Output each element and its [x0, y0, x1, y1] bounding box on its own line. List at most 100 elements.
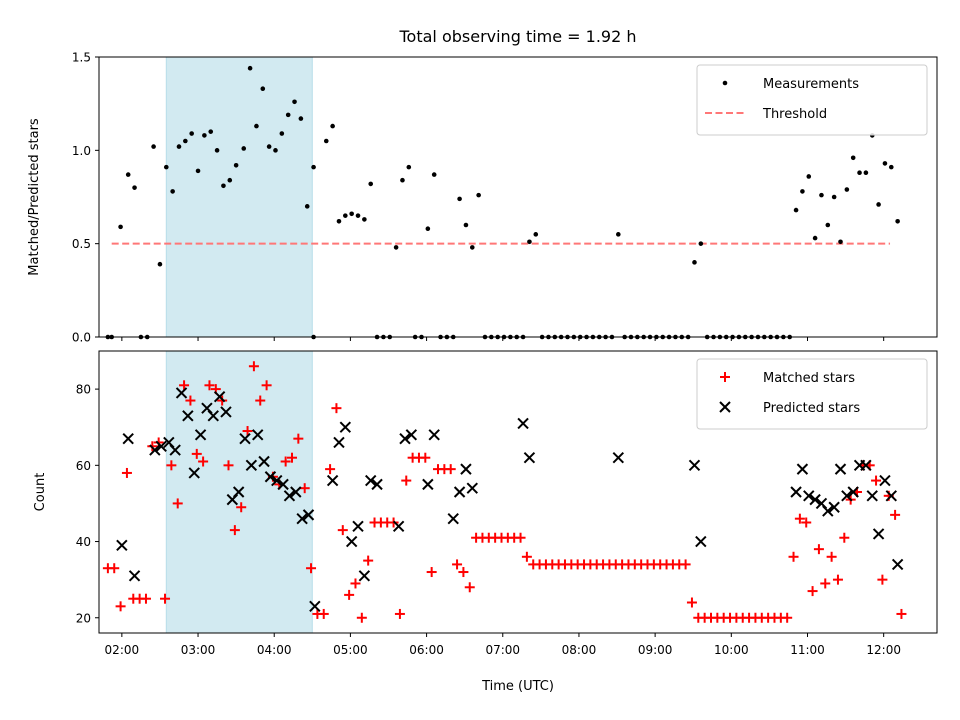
matched-star-point [179, 380, 190, 391]
measurement-point [850, 155, 856, 161]
y-tick-label: 0.5 [72, 237, 91, 251]
legend: Matched stars Predicted stars [696, 358, 928, 430]
legend-label: Measurements [763, 77, 859, 92]
matched-star-point [686, 597, 697, 608]
measurement-point [368, 181, 374, 187]
x-tick-label: 12:00 [866, 643, 901, 657]
predicted-star-point [847, 486, 859, 498]
y-tick-label: 80 [76, 383, 91, 397]
measurement-point [214, 148, 220, 153]
predicted-star-point [283, 490, 296, 502]
matched-star-point [223, 460, 234, 471]
predicted-star-point [879, 474, 891, 487]
measurement-point [176, 144, 182, 149]
matched-star-point [236, 502, 247, 513]
predicted-star-point [245, 459, 258, 472]
matched-star-point [464, 582, 475, 593]
measurement-point [819, 192, 824, 198]
matched-star-point [299, 483, 310, 494]
plot-frame [98, 350, 938, 634]
measurement-point [202, 133, 207, 138]
measurement-point [431, 172, 437, 177]
matched-star-point [286, 452, 297, 463]
measurement-point [844, 187, 850, 192]
measurement-point [285, 112, 291, 118]
measurement-point [888, 164, 894, 170]
matched-star-point [293, 433, 304, 444]
predicted-star-point [358, 570, 371, 582]
predicted-star-point [239, 432, 251, 445]
predicted-star-point [841, 490, 853, 502]
matched-star-point [445, 464, 456, 475]
legend-label: Matched stars [763, 371, 855, 386]
y-tick-label: 0.0 [72, 331, 91, 345]
matched-star-point [839, 532, 850, 543]
matched-star-point [325, 464, 336, 475]
matched-star-point [788, 551, 799, 562]
measurement-point [195, 168, 201, 174]
measurement-point [132, 185, 137, 190]
measurement-point [825, 222, 831, 228]
measurement-point [469, 245, 475, 250]
top-panel: 0.0 0.5 1.0 1.5 Matched/Predicted stars Measu… [27, 51, 938, 345]
y-tick-label: 1.5 [72, 51, 91, 65]
y-tick-label: 60 [76, 459, 91, 473]
legend: Measurements Threshold [696, 64, 928, 136]
matched-star-point [826, 551, 837, 562]
predicted-star-point [885, 490, 897, 502]
measurement-point [170, 189, 175, 194]
matched-star-point [242, 426, 253, 437]
measurement-point [157, 261, 163, 267]
predicted-star-point [796, 463, 809, 475]
measurement-point [233, 162, 239, 168]
x-tick-label: 06:00 [409, 643, 444, 657]
predicted-star-point [872, 528, 885, 540]
measurement-point [400, 177, 405, 183]
predicted-star-point [264, 471, 277, 483]
measurement-point [323, 138, 329, 144]
measurement-point [425, 226, 431, 232]
x-tick-label: 07:00 [485, 643, 520, 657]
predicted-star-point [182, 410, 194, 422]
measurement-point [311, 164, 316, 170]
measurement-point [292, 99, 297, 105]
matched-star-point [331, 403, 342, 414]
measurement-point [266, 144, 272, 149]
matched-star-point [280, 456, 291, 467]
predicted-star-point [252, 429, 264, 441]
predicted-star-point [128, 570, 141, 582]
matched-star-point [198, 456, 209, 467]
matched-star-point [350, 578, 361, 589]
matched-star-point [166, 460, 177, 471]
measurement-point [895, 218, 900, 224]
measurement-point [189, 131, 194, 136]
predicted-star-point [277, 478, 289, 491]
predicted-star-point [828, 501, 840, 513]
measurement-point [298, 116, 304, 121]
x-tick-label: 11:00 [790, 643, 825, 657]
measurement-point [800, 189, 805, 194]
x-tick-label: 10:00 [714, 643, 749, 657]
measurement-point [349, 211, 354, 217]
matched-star-point [337, 525, 348, 536]
predicted-star-point [447, 512, 459, 525]
predicted-star-point [422, 478, 434, 491]
matched-star-point [420, 452, 431, 463]
matched-star-point [807, 586, 818, 597]
y-axis-label: Matched/Predicted stars [27, 118, 42, 276]
legend-label: Predicted stars [763, 401, 860, 416]
predicted-star-point [466, 482, 478, 494]
predicted-star-point [213, 391, 226, 403]
predicted-star-point [371, 478, 383, 491]
measurement-point [221, 183, 226, 189]
predicted-star-point [155, 440, 167, 452]
predicted-star-point [345, 535, 358, 548]
measurement-point [355, 213, 361, 218]
measurement-point [698, 241, 704, 246]
predicted-star-point [333, 436, 345, 449]
predicted-star-point [207, 410, 219, 422]
measurement-point [863, 170, 869, 176]
measurement-point [279, 131, 285, 136]
predicted-star-point [220, 406, 232, 418]
